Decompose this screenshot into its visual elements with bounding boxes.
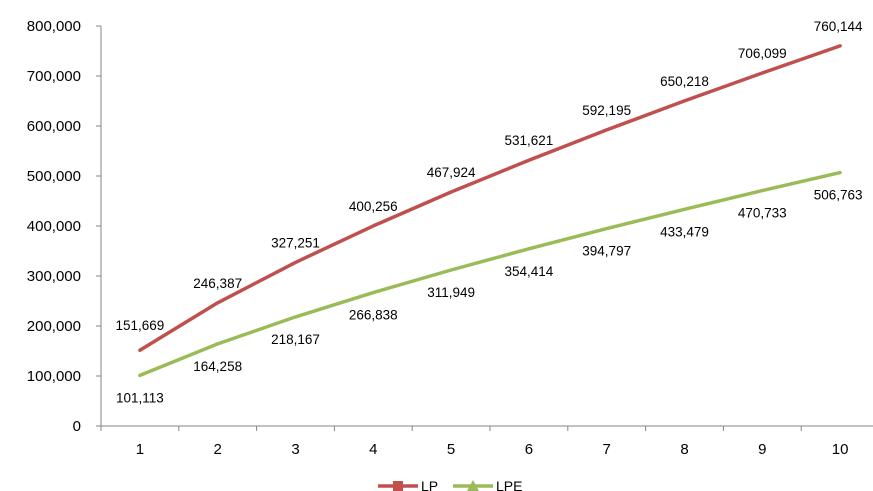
y-tick-label: 500,000 [27,168,81,185]
data-label-lpe: 506,763 [814,188,863,203]
data-label-lp: 400,256 [349,199,398,214]
legend-square-marker [393,481,403,491]
x-tick-label: 9 [758,441,766,458]
x-tick-label: 3 [291,441,299,458]
y-tick-label: 200,000 [27,318,81,335]
data-label-lpe: 164,258 [193,359,242,374]
data-label-lp: 246,387 [193,276,242,291]
x-tick-label: 5 [447,441,455,458]
series-line-lp [138,44,842,352]
y-tick-label: 0 [73,418,81,435]
data-labels: 151,669 246,387 327,251 400,256 467,924 531,6… [115,19,862,406]
x-tick-label: 2 [214,441,222,458]
data-label-lp: 467,924 [427,165,476,180]
y-tick-label: 400,000 [27,218,81,235]
data-label-lpe: 266,838 [349,308,398,323]
data-label-lp: 151,669 [115,318,164,333]
data-label-lp: 327,251 [271,235,320,250]
y-axis-ticks: 0 100,000 200,000 300,000 400,000 500,000 600,… [27,18,101,435]
y-tick-label: 800,000 [27,18,81,35]
data-label-lpe: 470,733 [738,206,787,221]
legend: LP LPE [378,478,522,491]
data-label-lpe: 218,167 [271,332,320,347]
x-axis-ticks: 1 2 3 4 5 6 7 8 9 10 [100,426,849,458]
legend-label: LPE [496,478,522,491]
series-line-lpe [138,170,842,378]
legend-item-lp: LP [378,478,438,491]
x-tick-label: 7 [603,441,611,458]
data-label-lpe: 311,949 [427,285,475,300]
x-tick-label: 6 [525,441,533,458]
data-label-lpe: 101,113 [116,390,164,405]
data-label-lp: 706,099 [738,46,787,61]
y-tick-label: 700,000 [27,68,81,85]
series-lines [138,44,842,378]
x-tick-label: 8 [680,441,688,458]
data-label-lp: 592,195 [582,103,631,118]
data-label-lp: 760,144 [814,19,863,34]
legend-triangle-marker [467,480,479,491]
y-tick-label: 300,000 [27,268,81,285]
y-tick-label: 600,000 [27,118,81,135]
x-tick-label: 1 [136,441,144,458]
x-tick-label: 4 [369,441,377,458]
data-label-lp: 531,621 [504,133,553,148]
x-tick-label: 10 [832,441,849,458]
y-tick-label: 100,000 [27,368,81,385]
data-label-lpe: 433,479 [660,224,709,239]
data-label-lp: 650,218 [660,74,709,89]
legend-label: LP [421,478,438,491]
data-label-lpe: 354,414 [504,264,553,279]
legend-item-lpe: LPE [453,478,522,491]
data-label-lpe: 394,797 [582,244,631,259]
